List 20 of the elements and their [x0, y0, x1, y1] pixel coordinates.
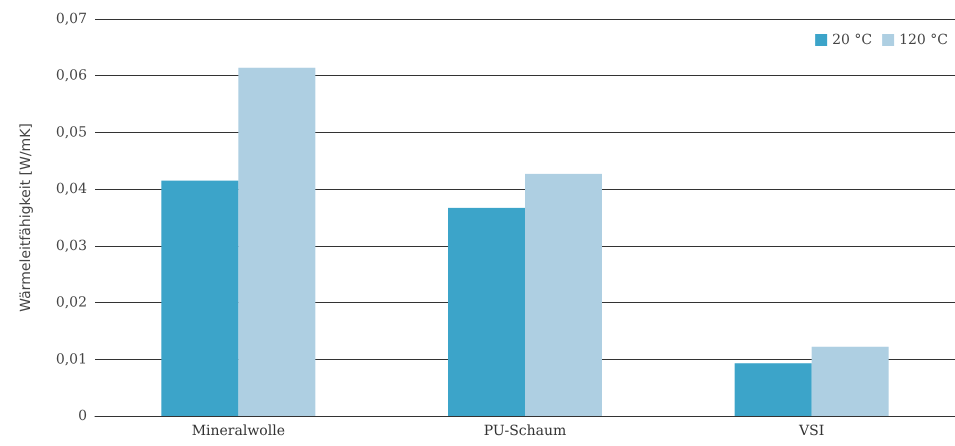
bar — [812, 346, 889, 416]
legend-label: 20 °C — [832, 32, 872, 48]
y-tick-label: 0 — [78, 408, 87, 424]
bar — [734, 363, 812, 416]
bar — [448, 208, 525, 416]
y-tick-label: 0,07 — [56, 11, 87, 27]
y-tick-label: 0,06 — [56, 68, 88, 84]
x-tick-label: PU-Schaum — [484, 423, 566, 439]
x-tick-label: VSI — [798, 423, 824, 439]
y-tick-label: 0,02 — [56, 294, 87, 311]
y-tick-label: 0,05 — [56, 124, 87, 140]
y-tick-label: 0,04 — [56, 181, 88, 198]
y-axis-title: Wärmeleitfähigkeit [W/mK] — [18, 123, 34, 312]
bar — [238, 68, 316, 416]
bar — [161, 180, 238, 416]
legend-label: 120 °C — [899, 32, 948, 48]
bar — [525, 174, 602, 416]
y-tick-label: 0,01 — [56, 351, 87, 368]
y-tick-label: 0,03 — [56, 238, 87, 254]
x-tick-label: Mineralwolle — [192, 423, 285, 439]
